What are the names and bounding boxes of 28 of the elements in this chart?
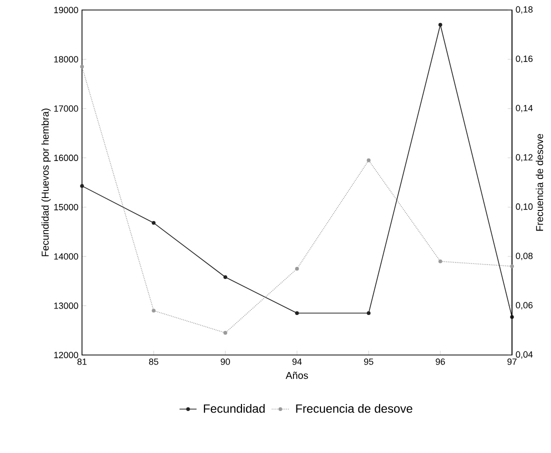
y-tick-label: 19000 [54,6,78,14]
x-tick-label: 85 [149,358,158,365]
x-tick-label: 94 [292,358,302,365]
y-tick-label: 16000 [54,154,78,162]
y-tick-label: 13000 [54,302,78,309]
x-tick-label: 97 [507,358,517,365]
y-tick-label: 18000 [54,56,78,62]
y2-tick-label: 0,08 [516,252,533,260]
legend-label: Frecuencia de desove [296,404,412,413]
y2-tick-label: 0,12 [516,154,533,162]
y-axis-title: Fecundidad (Huevos por hembra) [41,108,51,256]
y2-tick-label: 0,18 [516,6,533,14]
x-tick-label: 95 [364,358,374,365]
y2-tick-label: 0,16 [516,56,533,63]
y2-tick-label: 0,04 [516,351,533,359]
y2-tick-label: 0,14 [516,104,533,112]
x-tick-label: 90 [220,358,230,365]
y2-tick-label: 0,10 [516,203,533,211]
y2-tick-label: 0,06 [516,302,533,310]
x-axis-title: Años [286,372,308,379]
y-tick-label: 15000 [54,204,78,210]
y-tick-label: 14000 [54,253,78,260]
y-tick-label: 17000 [54,105,78,112]
y2-axis-title: Frecuencia de desove [536,134,544,231]
x-tick-label: 96 [436,358,445,365]
y-tick-label: 12000 [54,352,78,358]
legend-label: Fecundidad [204,404,265,413]
x-tick-label: 81 [77,358,87,365]
